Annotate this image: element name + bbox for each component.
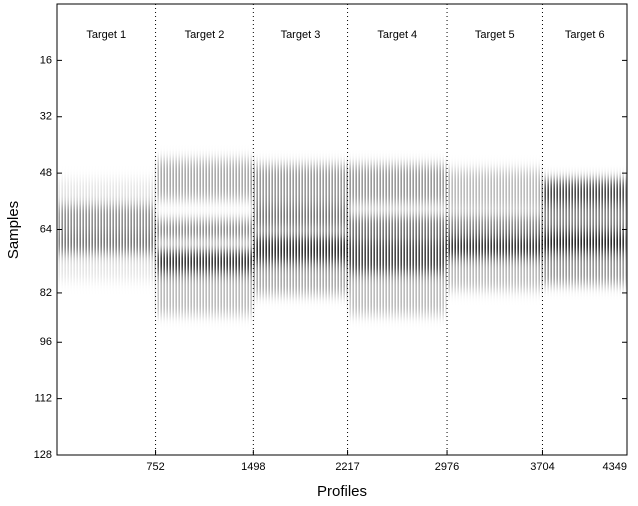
- x-tick-label: 4349: [603, 461, 627, 473]
- y-tick-label: 96: [40, 336, 52, 348]
- segment-label: Target 6: [565, 29, 605, 41]
- y-axis-title: Samples: [5, 201, 22, 259]
- y-tick-label: 48: [40, 167, 52, 179]
- x-tick-label: 3704: [530, 461, 554, 473]
- y-tick-label: 64: [40, 223, 52, 235]
- x-tick-label: 1498: [241, 461, 265, 473]
- x-tick-label: 2217: [335, 461, 359, 473]
- x-tick-label: 752: [146, 461, 164, 473]
- y-tick-label: 128: [34, 449, 52, 461]
- segment-label: Target 1: [86, 29, 126, 41]
- y-tick-label: 16: [40, 54, 52, 66]
- segment-label: Target 5: [475, 29, 515, 41]
- image-texture: [57, 160, 627, 315]
- y-tick-label: 82: [40, 287, 52, 299]
- segment-label: Target 2: [185, 29, 225, 41]
- y-tick-label: 112: [34, 393, 52, 405]
- segment-label: Target 4: [377, 29, 417, 41]
- segment-label: Target 3: [281, 29, 321, 41]
- x-axis-title: Profiles: [317, 483, 367, 500]
- y-tick-label: 32: [40, 111, 52, 123]
- x-tick-label: 2976: [435, 461, 459, 473]
